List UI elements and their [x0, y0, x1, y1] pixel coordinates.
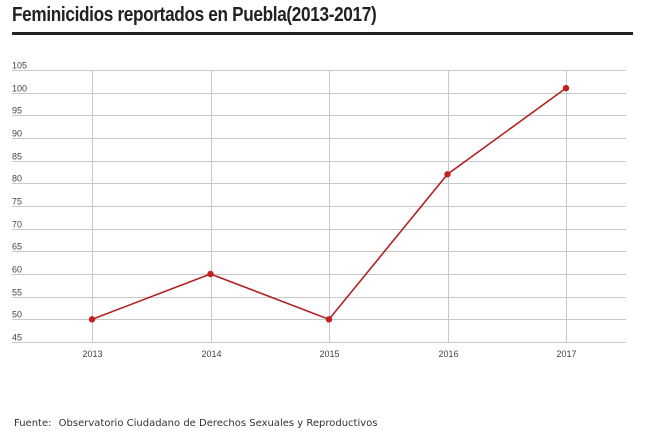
source-note: Fuente: Observatorio Ciudadano de Derech…: [14, 418, 378, 429]
source-label: Fuente:: [14, 418, 52, 429]
chart-title: Feminicidios reportados en Puebla(2013-2…: [12, 4, 377, 26]
series-layer: [88, 84, 570, 323]
data-point-2015: [325, 316, 333, 323]
grid-lines: [12, 70, 626, 343]
y-tick-label: 85: [12, 152, 22, 162]
y-tick-label: 50: [12, 310, 22, 320]
data-point-2017: [562, 84, 570, 92]
y-tick-label: 75: [12, 197, 22, 207]
y-tick-label: 70: [12, 220, 22, 230]
y-tick-label: 100: [12, 84, 27, 94]
x-tick-label: 2014: [201, 349, 221, 359]
y-axis-ticks: 45 50 55 60 65 70 75 80 85 90 95 100 105: [12, 61, 27, 343]
y-tick-label: 45: [12, 333, 22, 343]
data-point-2013: [88, 316, 96, 323]
y-tick-label: 95: [12, 106, 22, 116]
x-tick-label: 2017: [556, 349, 576, 359]
y-tick-label: 55: [12, 288, 22, 298]
x-axis-ticks: 2013 2014 2015 2016 2017: [82, 349, 576, 359]
data-point-2016: [444, 171, 451, 178]
y-tick-label: 60: [12, 265, 22, 275]
source-text: Observatorio Ciudadano de Derechos Sexua…: [58, 418, 378, 429]
title-underline: [12, 32, 633, 35]
x-tick-label: 2013: [82, 349, 102, 359]
x-tick-label: 2015: [319, 349, 339, 359]
y-tick-label: 105: [12, 61, 27, 71]
y-tick-label: 80: [12, 174, 22, 184]
data-point-2014: [207, 270, 214, 278]
y-tick-label: 65: [12, 242, 22, 252]
x-tick-label: 2016: [438, 349, 458, 359]
y-tick-label: 90: [12, 129, 22, 139]
